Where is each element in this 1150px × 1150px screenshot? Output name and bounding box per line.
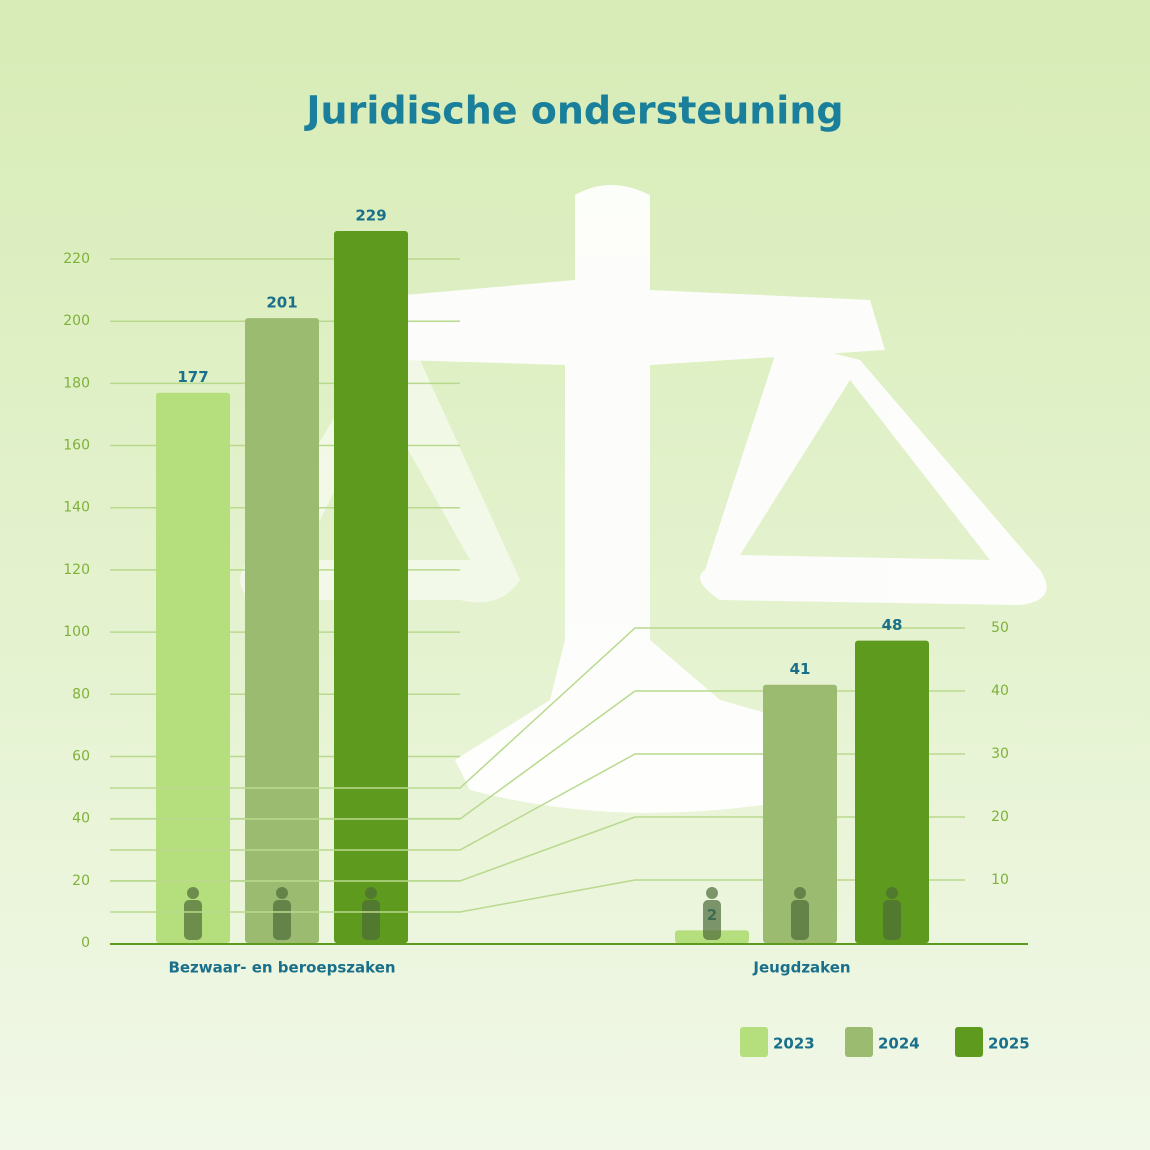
y-tick-label: 140 (63, 500, 90, 516)
figure-body (273, 900, 291, 940)
y-tick-label: 20 (72, 873, 90, 889)
figure-head (794, 887, 806, 899)
bar (763, 684, 837, 943)
x-tick-label: Jeugdzaken (752, 959, 850, 977)
y-tick-label: 10 (991, 872, 1009, 888)
figure-body (791, 900, 809, 940)
x-tick-label: Bezwaar- en beroepszaken (168, 959, 395, 977)
grid-line (110, 627, 965, 789)
y-tick-label: 50 (991, 620, 1009, 636)
legend-swatch (955, 1027, 983, 1057)
y-tick-label: 60 (72, 748, 90, 764)
legend-label: 2025 (988, 1035, 1030, 1053)
legend-swatch (740, 1027, 768, 1057)
y-tick-label: 200 (63, 313, 90, 329)
y-tick-label: 30 (991, 746, 1009, 762)
figure-body (184, 900, 202, 940)
figure-head (365, 887, 377, 899)
bar (334, 231, 408, 943)
bar (855, 640, 929, 943)
chart-title: Juridische ondersteuning (303, 89, 843, 133)
bar (245, 318, 319, 943)
y-tick-label: 80 (72, 686, 90, 702)
figure-head (706, 887, 718, 899)
figure-head (886, 887, 898, 899)
figure-body (362, 900, 380, 940)
y-tick-label: 0 (81, 935, 90, 951)
bar (156, 392, 230, 943)
y-tick-label: 120 (63, 562, 90, 578)
legend-label: 2024 (878, 1035, 920, 1053)
value-label: 177 (177, 368, 208, 386)
y-tick-label: 40 (72, 811, 90, 827)
y-tick-label: 160 (63, 438, 90, 454)
figure-body (883, 900, 901, 940)
figure-body (703, 900, 721, 940)
y-tick-label: 100 (63, 624, 90, 640)
legend-label: 2023 (773, 1035, 815, 1053)
y-tick-label: 20 (991, 809, 1009, 825)
value-label: 41 (790, 660, 811, 678)
value-label: 229 (355, 207, 386, 225)
y-tick-label: 220 (63, 251, 90, 267)
figure-head (276, 887, 288, 899)
y-tick-label: 40 (991, 683, 1009, 699)
value-label: 201 (266, 294, 297, 312)
figure-head (187, 887, 199, 899)
legend-swatch (845, 1027, 873, 1057)
value-label: 48 (882, 616, 903, 634)
y-tick-label: 180 (63, 375, 90, 391)
